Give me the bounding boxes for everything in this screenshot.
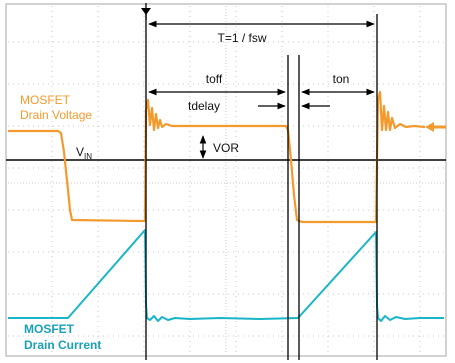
- vin-label: VIN: [76, 145, 92, 161]
- tdelay-label: tdelay: [188, 99, 220, 113]
- voltage-label-line1: MOSFET: [20, 93, 71, 107]
- current-label-line1: MOSFET: [24, 322, 75, 336]
- grid: [8, 6, 444, 354]
- drain-current-trace: [8, 229, 444, 322]
- toff-label: toff: [206, 72, 223, 86]
- ton-label: ton: [333, 72, 350, 86]
- current-label-line2: Drain Current: [24, 338, 101, 352]
- voltage-cursor-marker: [425, 122, 434, 132]
- period-label: T=1 / fsw: [217, 31, 266, 45]
- voltage-label-line2: Drain Voltage: [20, 108, 92, 122]
- vin-label-sub: IN: [84, 152, 92, 161]
- vor-label: VOR: [213, 141, 239, 155]
- timing-markers: [145, 14, 378, 360]
- drain-voltage-trace: [8, 90, 426, 224]
- vin-label-main: V: [76, 145, 84, 159]
- center-axes: [8, 6, 444, 354]
